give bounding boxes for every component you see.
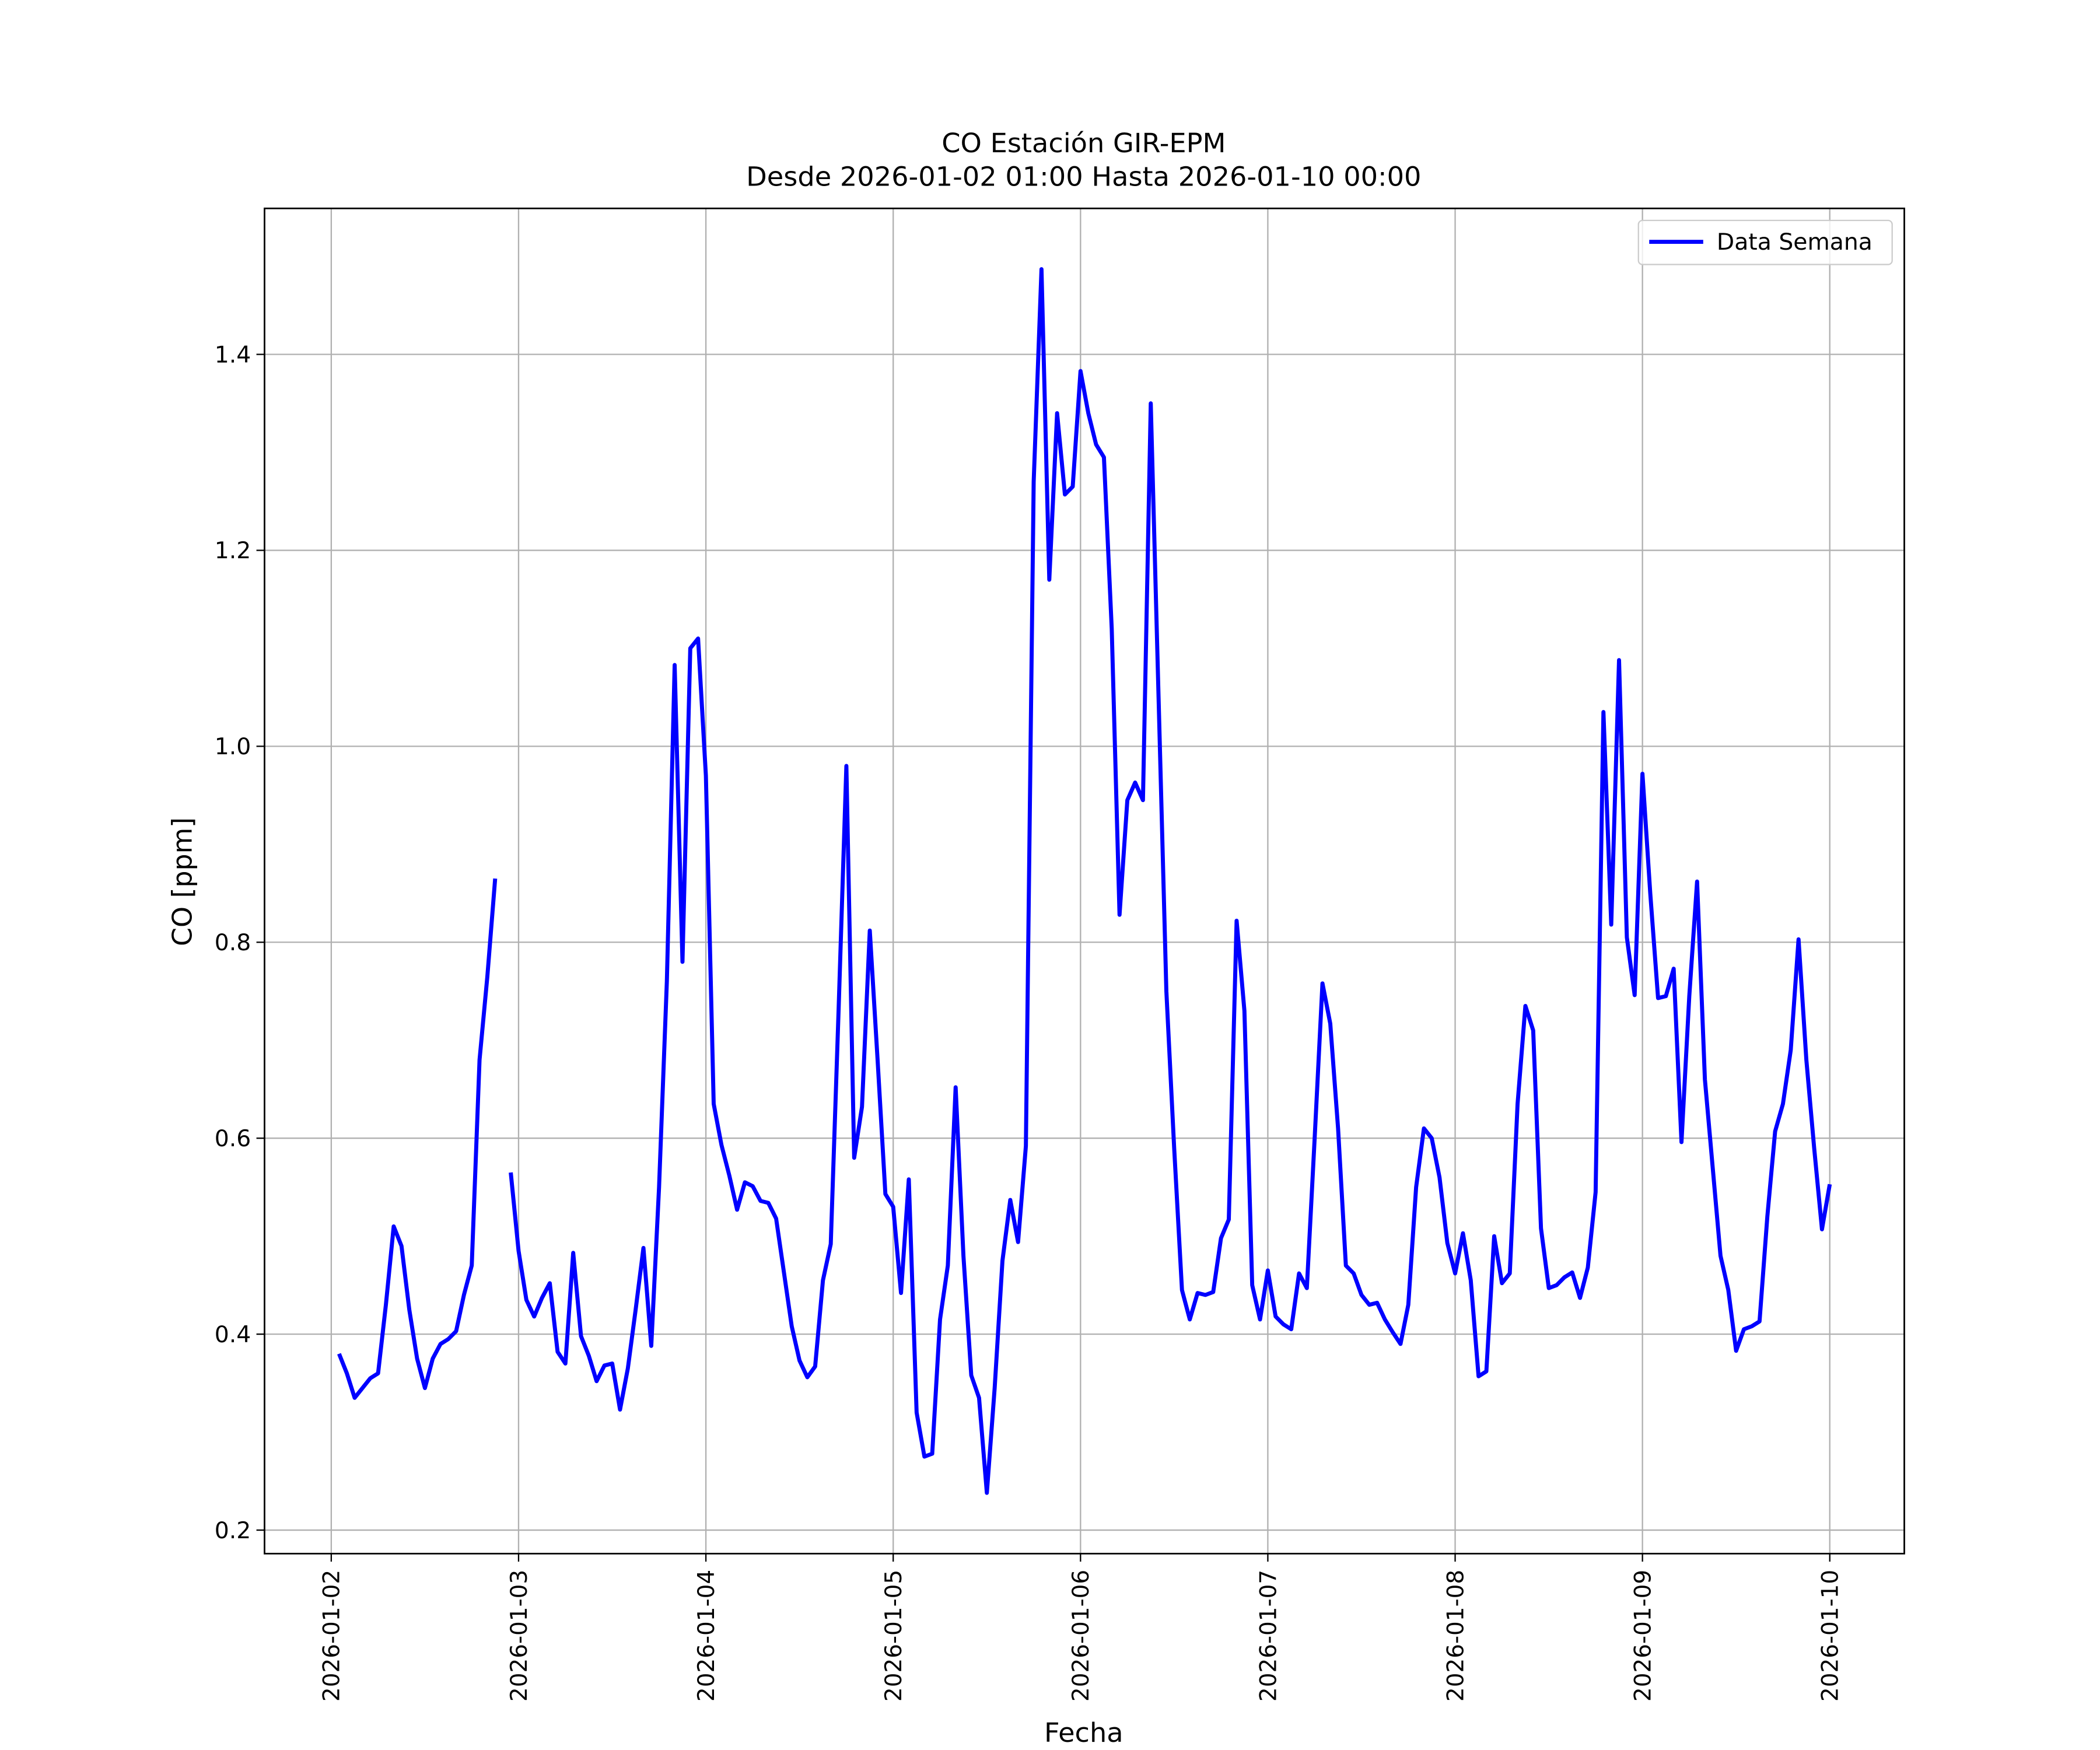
- legend-label: Data Semana: [1717, 229, 1873, 256]
- legend-box: [1637, 219, 1893, 265]
- x-tick-label: 2026-01-09: [1630, 1570, 1656, 1702]
- x-tick-label: 2026-01-07: [1255, 1570, 1282, 1702]
- y-tick-label: 0.2: [215, 1518, 251, 1544]
- x-tick-label: 2026-01-10: [1817, 1570, 1843, 1702]
- y-tick-label: 0.4: [215, 1322, 251, 1348]
- x-tick-label: 2026-01-03: [506, 1570, 533, 1702]
- y-axis-title: CO [ppm]: [166, 817, 198, 946]
- y-tick-label: 1.2: [215, 538, 251, 564]
- y-tick-label: 1.4: [215, 342, 251, 368]
- plot-frame: [264, 207, 1905, 1555]
- y-tick-label: 1.0: [215, 734, 251, 760]
- x-tick-label: 2026-01-02: [319, 1570, 345, 1702]
- x-tick-label: 2026-01-04: [694, 1570, 720, 1702]
- data-line: [337, 267, 1832, 1495]
- chart-subtitle: Desde 2026-01-02 01:00 Hasta 2026-01-10 …: [746, 161, 1421, 192]
- x-tick-label: 2026-01-06: [1068, 1570, 1094, 1702]
- plot-area: 0.2 0.4 0.6 0.8 1.0 1.2 1.4 2026-01-02 2026-01-0…: [215, 207, 1905, 1702]
- x-axis-title: Fecha: [1044, 1717, 1124, 1748]
- y-tick-label: 0.8: [215, 930, 251, 956]
- x-tick-label: 2026-01-05: [881, 1570, 907, 1702]
- chart-title: CO Estación GIR-EPM: [942, 127, 1226, 159]
- y-tick-label: 0.6: [215, 1126, 251, 1152]
- x-tick-label: 2026-01-08: [1443, 1570, 1469, 1702]
